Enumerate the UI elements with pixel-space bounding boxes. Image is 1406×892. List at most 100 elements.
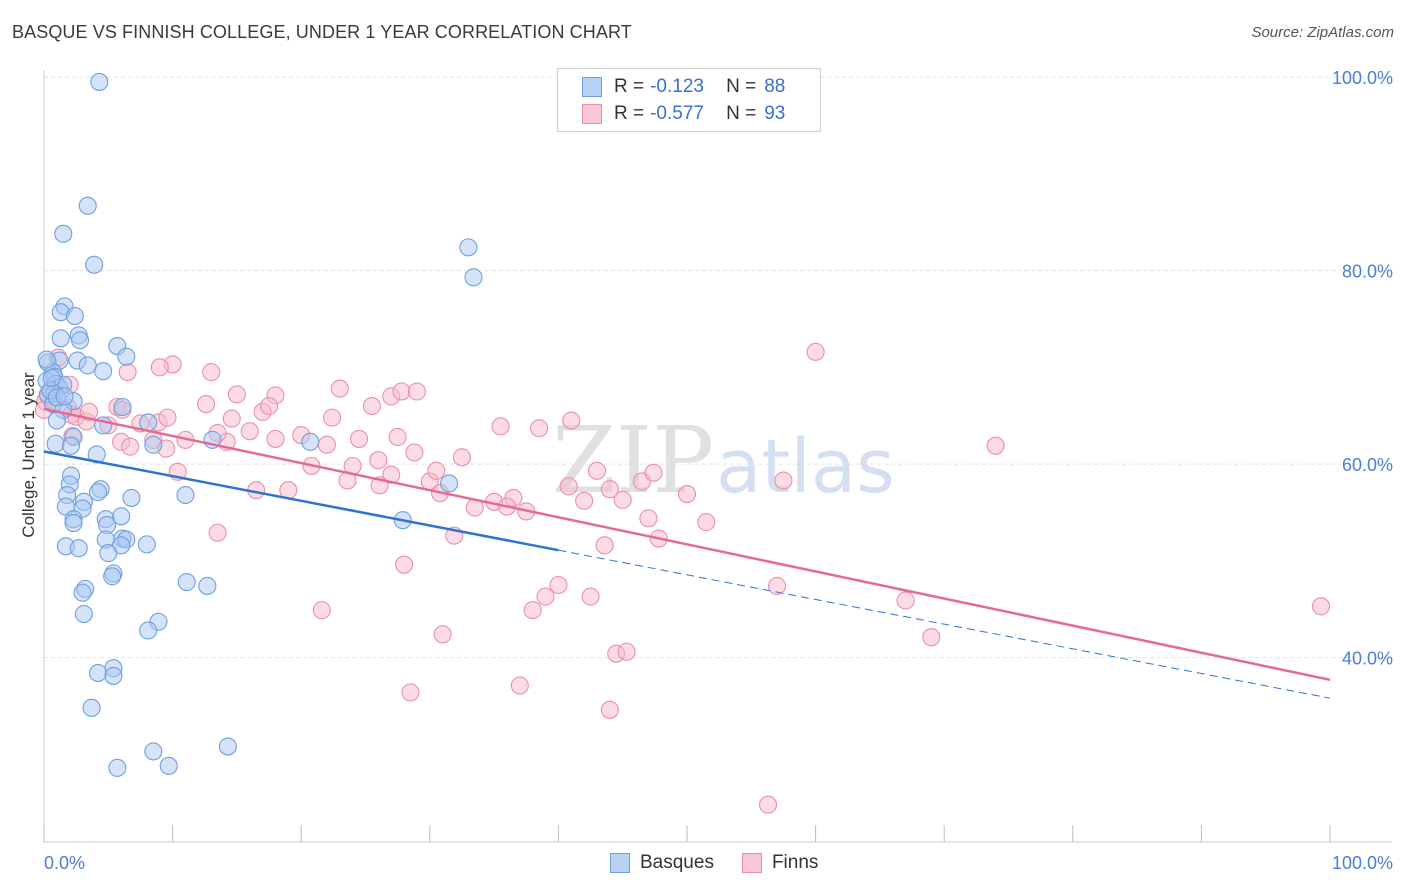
legend-row-basques: R = -0.123 N = 88 xyxy=(582,75,785,99)
finns-point xyxy=(395,555,414,574)
basques-point xyxy=(144,742,163,761)
basques-point xyxy=(459,238,478,257)
finns-point xyxy=(896,591,915,610)
basques-r-value: -0.123 xyxy=(650,76,704,97)
basques-point xyxy=(440,474,459,493)
basques-point xyxy=(54,224,73,243)
finns-point xyxy=(613,490,632,509)
basques-point xyxy=(64,514,83,533)
finns-point xyxy=(350,429,369,448)
finns-point xyxy=(644,463,663,482)
basques-n-label: N = xyxy=(726,76,757,97)
series-legend: Basques Finns xyxy=(610,852,846,874)
finns-point xyxy=(362,396,381,416)
basques-point xyxy=(94,362,113,381)
finns-point xyxy=(530,419,549,438)
finns-point xyxy=(227,385,246,404)
basques-point xyxy=(90,72,109,91)
finns-point xyxy=(317,435,336,454)
basques-point xyxy=(112,507,131,526)
finns-point xyxy=(392,382,411,401)
basques-point xyxy=(139,621,158,640)
legend-row-finns: R = -0.577 N = 93 xyxy=(582,102,785,126)
finns-point xyxy=(575,491,594,510)
legend-item-basques[interactable]: Basques xyxy=(610,852,714,874)
basques-point xyxy=(113,397,132,417)
basques-point xyxy=(37,350,56,369)
finns-point xyxy=(427,461,446,480)
finns-point xyxy=(986,436,1005,455)
finns-point xyxy=(922,628,941,647)
x-tick-label: 100.0% xyxy=(1332,853,1393,873)
basques-legend-label: Basques xyxy=(640,852,714,873)
basques-point xyxy=(69,539,88,558)
finns-point xyxy=(562,411,581,430)
basques-point xyxy=(99,544,118,563)
finns-point xyxy=(240,422,259,441)
basques-n-value: 88 xyxy=(764,76,786,97)
tick-labels: 40.0% 60.0% 80.0% 100.0% 0.0% 100.0% xyxy=(44,68,1393,873)
finns-point xyxy=(536,587,555,606)
basques-point xyxy=(82,698,101,717)
basques-point xyxy=(218,737,237,756)
trend-lines xyxy=(43,407,1331,699)
x-tick-label: 0.0% xyxy=(44,853,85,873)
finns-r-label: R = xyxy=(614,103,645,124)
legend-item-finns[interactable]: Finns xyxy=(741,852,819,874)
basques-point xyxy=(74,604,93,624)
finns-point xyxy=(1311,597,1331,616)
finns-point xyxy=(697,513,716,532)
finns-point xyxy=(767,576,787,596)
basques-r-label: R = xyxy=(614,76,645,97)
finns-point xyxy=(323,408,342,427)
finns-point xyxy=(617,642,636,661)
finns-point xyxy=(452,448,472,467)
chart-title: BASQUE VS FINNISH COLLEGE, UNDER 1 YEAR … xyxy=(12,22,632,42)
watermark: ZIP atlas xyxy=(552,407,895,514)
basques-point xyxy=(51,329,70,348)
basques-point xyxy=(88,483,108,502)
basques-point xyxy=(87,445,106,464)
finns-point xyxy=(600,700,619,719)
basques-point xyxy=(88,663,108,683)
y-tick-label: 100.0% xyxy=(1332,68,1393,88)
basques-trend-extension xyxy=(558,549,1331,699)
watermark-atlas: atlas xyxy=(716,424,895,510)
basques-point xyxy=(78,356,97,375)
basques-point xyxy=(137,535,156,554)
y-axis-label: College, Under 1 year xyxy=(19,372,38,538)
finns-point xyxy=(491,417,510,436)
finns-point xyxy=(388,427,407,447)
correlation-legend: R = -0.123 N = 88 R = -0.577 N = 93 xyxy=(557,68,821,132)
basques-trend-line xyxy=(43,450,559,552)
basques-point xyxy=(144,435,163,454)
finns-point xyxy=(79,402,99,421)
source-label: Source: ZipAtlas.com xyxy=(1251,24,1394,41)
finns-points xyxy=(34,342,1331,814)
basques-points xyxy=(37,72,483,777)
finns-point xyxy=(202,363,221,382)
basques-point xyxy=(42,368,61,388)
finns-point xyxy=(677,485,697,504)
finns-point xyxy=(595,536,614,555)
y-tick-label: 60.0% xyxy=(1342,455,1393,475)
finns-n-value: 93 xyxy=(764,103,786,124)
finns-point xyxy=(118,363,137,382)
finns-point xyxy=(158,408,177,427)
gridlines xyxy=(44,76,1392,659)
basques-point xyxy=(103,567,122,586)
finns-point xyxy=(259,396,279,416)
finns-trend-line xyxy=(43,407,1331,682)
finns-r-value: -0.577 xyxy=(650,103,704,124)
finns-point xyxy=(774,471,793,490)
axes xyxy=(43,70,1392,843)
finns-point xyxy=(121,437,140,456)
finns-point xyxy=(587,461,607,480)
finns-point xyxy=(559,477,578,496)
basques-point xyxy=(117,347,136,366)
finns-legend-label: Finns xyxy=(771,852,819,873)
basques-point xyxy=(177,573,196,592)
finns-point xyxy=(758,795,778,814)
finns-n-label: N = xyxy=(726,103,757,124)
